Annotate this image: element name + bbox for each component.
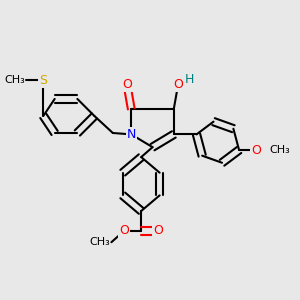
Text: CH₃: CH₃ — [4, 76, 25, 85]
Text: CH₃: CH₃ — [89, 237, 110, 247]
Text: H: H — [185, 73, 194, 86]
Text: O: O — [119, 224, 129, 237]
Text: N: N — [127, 128, 136, 141]
Text: O: O — [173, 78, 183, 91]
Text: O: O — [251, 143, 261, 157]
Text: O: O — [153, 224, 163, 237]
Text: CH₃: CH₃ — [270, 145, 290, 155]
Text: S: S — [39, 74, 47, 87]
Text: O: O — [122, 78, 132, 91]
